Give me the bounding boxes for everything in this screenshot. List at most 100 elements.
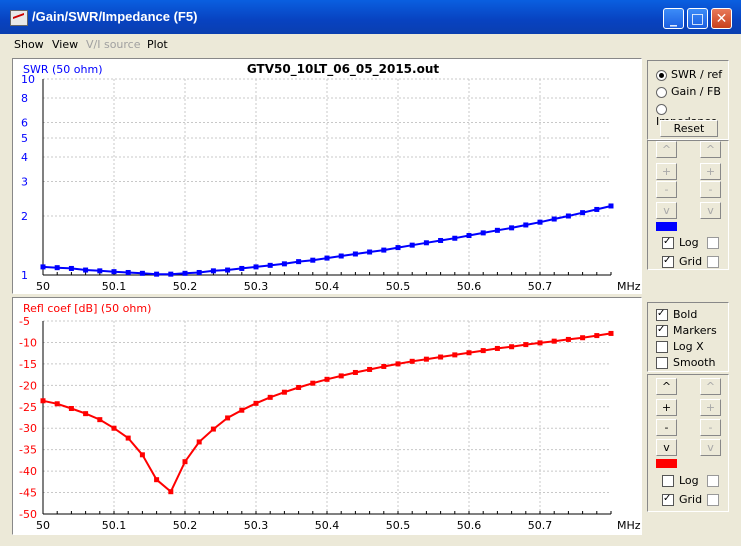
menu-plot[interactable]: Plot [147,38,168,51]
data-point [523,222,529,228]
x-tick-label: 50 [36,519,50,532]
close-button[interactable]: ✕ [711,8,732,29]
data-point [225,415,231,421]
data-point [480,230,486,236]
y-tick-label: -50 [19,508,37,521]
data-point [594,206,600,212]
x-tick-label: 50.3 [244,519,269,532]
data-point [523,342,529,348]
data-point [111,269,117,275]
refl-right-plus-button[interactable]: + [700,399,721,416]
markers-checkbox[interactable]: Markers [656,324,717,337]
refl-color-swatch[interactable] [656,459,677,468]
data-point [608,203,614,209]
y-tick-label: -15 [19,358,37,371]
data-point [395,361,401,367]
data-point [580,335,586,341]
refl-grid-checkbox[interactable]: Grid [662,493,724,506]
data-point [196,269,202,275]
data-point [154,271,160,277]
data-point [466,350,472,356]
x-tick-label: 50.3 [244,280,269,293]
x-tick-label: 50.5 [386,280,411,293]
minimize-button[interactable]: _ [663,8,684,29]
data-point [509,344,515,350]
data-point [168,489,174,495]
data-point [54,265,60,271]
data-point [296,259,302,265]
swr-up-button[interactable]: ^ [656,141,677,158]
y-tick-label: 4 [21,151,28,164]
smooth-checkbox[interactable]: Smooth [656,356,715,369]
x-tick-label: 50.6 [457,519,482,532]
swr-down-button[interactable]: v [656,202,677,219]
data-point [537,219,543,225]
y-tick-label: 10 [21,73,35,86]
data-point [452,235,458,241]
data-point [409,242,415,248]
refl-right-minus-button[interactable]: - [700,419,721,436]
refl-right-down-button[interactable]: v [700,439,721,456]
data-point [40,398,46,404]
menu-show[interactable]: Show [14,38,44,51]
refl-minus-button[interactable]: - [656,419,677,436]
swr-grid-checkbox[interactable]: Grid [662,255,724,268]
data-point [438,354,444,360]
x-tick-label: 50.7 [528,280,553,293]
x-tick-label: 50.4 [315,280,340,293]
data-point [182,270,188,276]
swr-right-up-button[interactable]: ^ [700,141,721,158]
swr-plus-button[interactable]: + [656,163,677,180]
chart-title: GTV50_10LT_06_05_2015.out [247,62,439,77]
x-tick-label: 50.1 [102,519,127,532]
data-point [139,270,145,276]
data-point [125,435,131,441]
y-tick-label: -30 [19,422,37,435]
y-tick-label: 1 [21,269,28,282]
data-point [267,394,273,400]
refl-plus-button[interactable]: + [656,399,677,416]
menu-view[interactable]: View [52,38,79,51]
reset-button[interactable]: Reset [660,120,718,137]
refl-down-button[interactable]: v [656,439,677,456]
data-point [352,251,358,257]
data-point [210,426,216,432]
y-tick-label: -45 [19,487,37,500]
data-point [253,400,259,406]
data-point [395,245,401,251]
logx-checkbox[interactable]: Log X [656,340,704,353]
radio-swr[interactable]: SWR / ref [656,68,722,81]
data-point [438,237,444,243]
y-tick-label: 3 [21,175,28,188]
radio-gain[interactable]: Gain / FB [656,85,721,98]
refl-log-checkbox[interactable]: Log [662,474,724,487]
data-point [423,240,429,246]
swr-minus-button[interactable]: - [656,181,677,198]
bold-checkbox[interactable]: Bold [656,308,697,321]
data-point [352,369,358,375]
window-title: /Gain/SWR/Impedance (F5) [32,9,198,24]
swr-controls-panel: ^ ^ + + - - v v Log Grid [647,140,729,270]
swr-right-minus-button[interactable]: - [700,181,721,198]
x-tick-label: 50.6 [457,280,482,293]
y-tick-label: -5 [19,315,30,328]
menu-vi-source[interactable]: V/I source [86,38,141,51]
y-tick-label: -25 [19,401,37,414]
data-point [239,407,245,413]
data-point [367,249,373,255]
swr-color-swatch[interactable] [656,222,677,231]
swr-right-plus-button[interactable]: + [700,163,721,180]
refl-right-up-button[interactable]: ^ [700,378,721,395]
data-point [551,216,557,222]
data-point [310,380,316,386]
x-tick-label: 50 [36,280,50,293]
swr-log-checkbox[interactable]: Log [662,236,724,249]
refl-up-button[interactable]: ^ [656,378,677,395]
data-point [83,267,89,273]
swr-right-down-button[interactable]: v [700,202,721,219]
data-point [210,268,216,274]
maximize-button[interactable]: □ [687,8,708,29]
y-axis-label: SWR (50 ohm) [23,63,103,76]
data-point [281,261,287,267]
